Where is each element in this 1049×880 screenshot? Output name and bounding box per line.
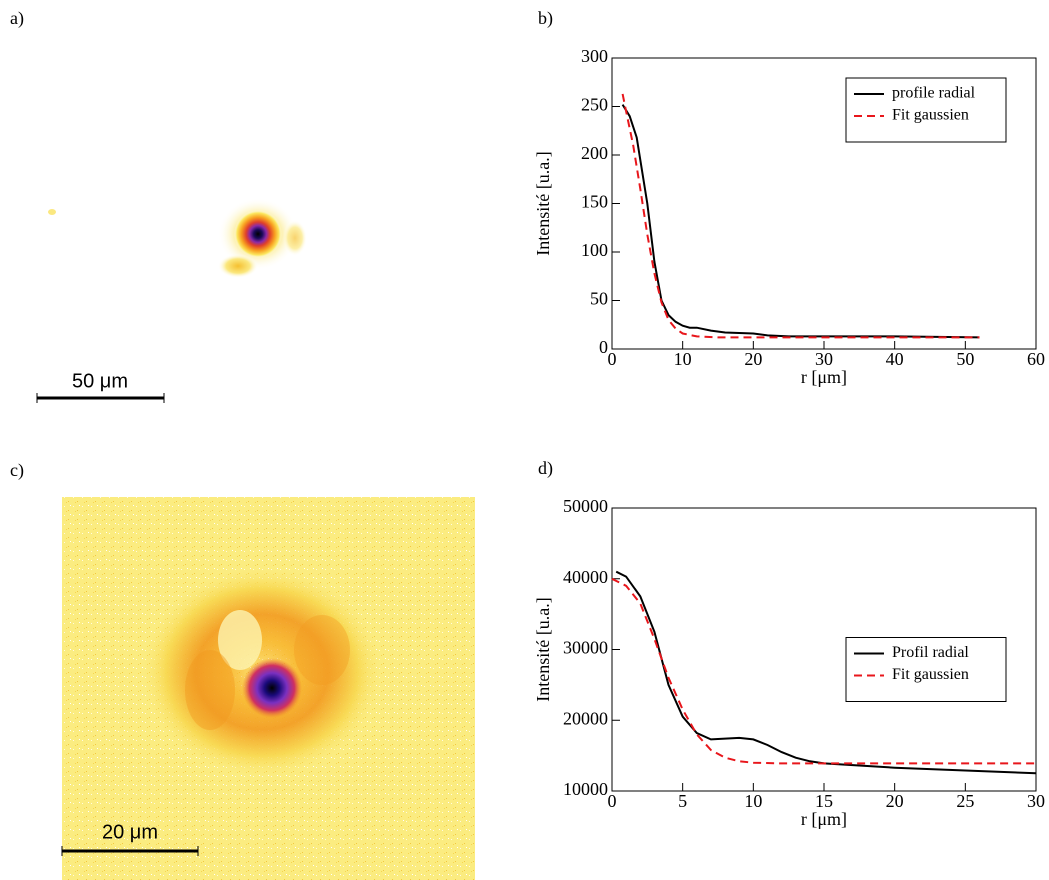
x-tick-label: 0 xyxy=(608,349,617,369)
y-tick-label: 0 xyxy=(599,337,608,357)
x-tick-label: 40 xyxy=(886,349,904,369)
x-tick-label: 50 xyxy=(956,349,974,369)
y-tick-label: 50000 xyxy=(563,496,608,516)
x-tick-label: 25 xyxy=(956,791,974,811)
beam-image xyxy=(62,497,475,880)
x-tick-label: 5 xyxy=(678,791,687,811)
x-tick-label: 0 xyxy=(608,791,617,811)
y-tick-label: 300 xyxy=(581,46,608,66)
x-tick-label: 10 xyxy=(674,349,692,369)
y-tick-label: 200 xyxy=(581,143,608,163)
y-tick-label: 50 xyxy=(590,289,608,309)
data-line xyxy=(611,577,1036,765)
scale-bar xyxy=(61,846,199,856)
y-tick-label: 20000 xyxy=(563,708,608,728)
legend-label: Profil radial xyxy=(892,644,969,661)
panel-label: d) xyxy=(538,458,553,479)
y-tick-label: 250 xyxy=(581,95,608,115)
scale-bar-label: 20 μm xyxy=(102,821,158,843)
y-tick-label: 30000 xyxy=(563,638,608,658)
legend-box xyxy=(845,77,1007,143)
panel-label: a) xyxy=(10,8,24,29)
data-line xyxy=(621,93,980,339)
legend-label: profile radial xyxy=(892,85,976,102)
y-axis-label: Intensité [u.a.] xyxy=(533,597,553,701)
x-tick-label: 10 xyxy=(744,791,762,811)
x-tick-label: 20 xyxy=(744,349,762,369)
scale-bar-label: 50 μm xyxy=(72,370,128,392)
scale-bar xyxy=(36,393,165,403)
legend-box xyxy=(845,637,1007,702)
y-tick-label: 40000 xyxy=(563,567,608,587)
x-tick-label: 30 xyxy=(1027,791,1045,811)
y-axis-label: Intensité [u.a.] xyxy=(533,151,553,255)
x-tick-label: 15 xyxy=(815,791,833,811)
legend-label: Fit gaussien xyxy=(892,107,969,124)
x-tick-label: 20 xyxy=(886,791,904,811)
y-tick-label: 150 xyxy=(581,192,608,212)
x-tick-label: 30 xyxy=(815,349,833,369)
legend-label: Fit gaussien xyxy=(892,666,969,683)
y-tick-label: 10000 xyxy=(563,779,608,799)
x-axis-label: r [μm] xyxy=(801,367,847,387)
x-axis-label: r [μm] xyxy=(801,809,847,829)
panel-label: c) xyxy=(10,460,24,481)
y-tick-label: 100 xyxy=(581,240,608,260)
panel-label: b) xyxy=(538,8,553,29)
x-tick-label: 60 xyxy=(1027,349,1045,369)
beam-image xyxy=(48,198,307,278)
